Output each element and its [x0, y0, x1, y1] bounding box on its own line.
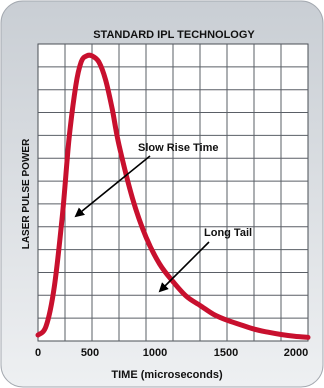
- annotation-slow-rise-time: Slow Rise Time: [138, 142, 219, 154]
- annotation-arrow-slow-rise: [74, 155, 151, 218]
- x-axis-label: TIME (microseconds): [111, 369, 223, 381]
- annotation-arrow-long-tail: [158, 241, 210, 293]
- x-tick-label: 2000: [284, 347, 308, 359]
- x-tick-label: 500: [81, 347, 99, 359]
- grid: [38, 44, 308, 341]
- x-tick-label: 1500: [214, 347, 238, 359]
- x-tick-label: 1000: [143, 347, 167, 359]
- annotation-layer: Slow Rise Time Long Tail: [74, 142, 252, 293]
- y-axis-label: LASER PULSE POWER: [21, 138, 32, 249]
- series-layer: [35, 52, 311, 340]
- annotation-long-tail: Long Tail: [204, 227, 252, 239]
- x-tick-label: 0: [35, 347, 41, 359]
- series-line-0: [35, 52, 311, 340]
- chart-title: STANDARD IPL TECHNOLOGY: [93, 29, 255, 41]
- x-tick-labels: 0 500 1000 1500 2000: [35, 347, 308, 359]
